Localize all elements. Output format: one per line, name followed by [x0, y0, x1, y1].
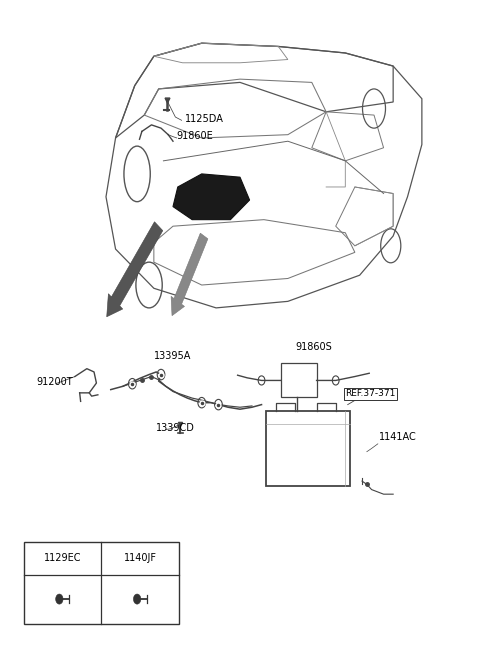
Text: 13395A: 13395A: [154, 351, 191, 361]
Circle shape: [133, 594, 141, 604]
Text: 1141AC: 1141AC: [379, 432, 417, 442]
Text: 91200T: 91200T: [36, 377, 73, 387]
Text: 1125DA: 1125DA: [185, 113, 224, 124]
Polygon shape: [173, 174, 250, 219]
FancyArrow shape: [107, 222, 163, 317]
Text: REF.37-371: REF.37-371: [345, 389, 396, 398]
Text: 1339CD: 1339CD: [156, 422, 195, 433]
Bar: [281, 364, 317, 398]
FancyArrow shape: [171, 233, 208, 316]
Bar: [24, 542, 179, 624]
Text: 91860S: 91860S: [295, 343, 332, 352]
Text: 1129EC: 1129EC: [44, 553, 81, 563]
Text: 1140JF: 1140JF: [124, 553, 157, 563]
Circle shape: [56, 594, 63, 604]
Text: 91860E: 91860E: [177, 131, 214, 141]
Bar: [266, 411, 350, 486]
